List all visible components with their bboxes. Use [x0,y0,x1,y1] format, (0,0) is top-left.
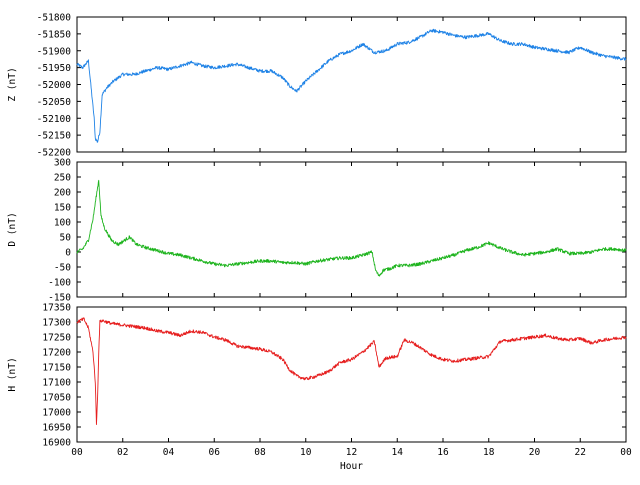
y-tick-label: 17000 [42,408,71,419]
y-tick-label: 16900 [42,438,71,449]
x-tick-label: 08 [254,447,266,458]
y-tick-label: -51850 [37,29,72,40]
y-axis-label: Z (nT) [7,67,18,101]
y-tick-label: 17250 [42,333,71,344]
y-tick-label: -52150 [37,131,72,142]
y-tick-label: 0 [65,248,71,259]
x-axis-label: Hour [340,461,363,472]
y-tick-label: -100 [48,278,71,289]
x-tick-label: 04 [163,447,175,458]
y-tick-label: -52200 [37,148,72,159]
y-tick-label: 17050 [42,393,71,404]
y-tick-label: 17200 [42,348,71,359]
y-tick-label: 100 [54,218,71,229]
x-tick-label: 00 [71,447,83,458]
y-axis-label: H (nT) [7,357,18,391]
y-tick-label: -50 [54,263,71,274]
y-tick-label: 17350 [42,303,71,314]
x-tick-label: 22 [575,447,586,458]
y-axis-label: D (nT) [7,212,18,246]
x-tick-label: 10 [300,447,312,458]
y-tick-label: 16950 [42,423,71,434]
y-tick-label: 50 [60,233,72,244]
x-tick-label: 00 [620,447,632,458]
y-tick-label: 17150 [42,363,71,374]
y-tick-label: -51900 [37,46,72,57]
plot-frame-0 [76,16,627,153]
data-line-0 [76,28,627,143]
data-line-2 [76,317,627,425]
x-tick-label: 16 [437,447,449,458]
y-tick-label: -51950 [37,63,72,74]
y-tick-label: -150 [48,293,71,304]
y-tick-label: -52050 [37,97,72,108]
x-tick-label: 12 [346,447,357,458]
x-tick-label: 06 [209,447,221,458]
plot-frame-2 [76,306,627,443]
y-tick-label: 150 [54,203,71,214]
y-tick-label: 17100 [42,378,71,389]
y-tick-label: -51800 [37,13,72,24]
x-tick-label: 18 [483,447,495,458]
y-tick-label: 250 [54,173,71,184]
y-tick-label: 200 [54,188,71,199]
x-tick-label: 14 [392,447,404,458]
x-tick-label: 02 [117,447,128,458]
data-line-1 [76,179,627,277]
plot-frame-1 [76,161,627,298]
y-tick-label: 17300 [42,318,71,329]
y-tick-label: 300 [54,158,71,169]
y-tick-label: -52100 [37,114,72,125]
x-tick-label: 20 [529,447,541,458]
y-tick-label: -52000 [37,80,72,91]
